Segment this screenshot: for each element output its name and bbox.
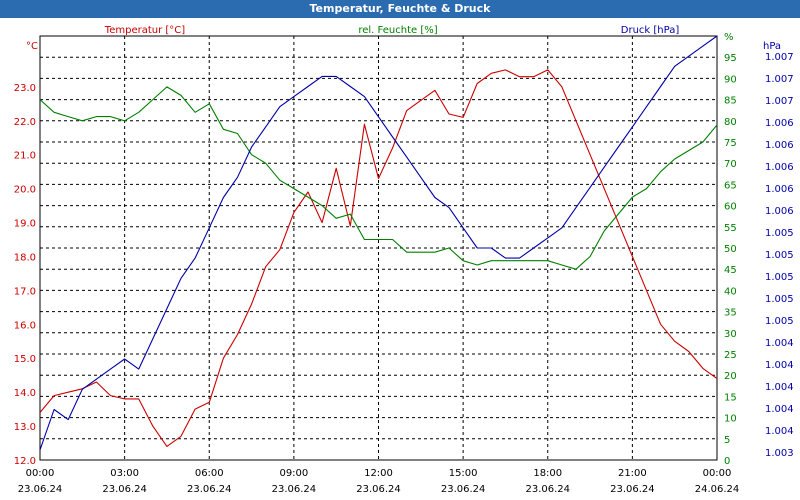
legend-humidity: rel. Feuchte [%] <box>358 25 437 36</box>
pressure-tick: 1.004 <box>765 382 794 393</box>
pressure-tick: 1.007 <box>765 52 794 63</box>
pressure-unit-label: hPa <box>763 41 781 52</box>
x-tick-date: 23.06.24 <box>272 484 317 495</box>
x-tick-date: 23.06.24 <box>610 484 655 495</box>
x-tick-date: 23.06.24 <box>441 484 486 495</box>
x-tick-time: 18:00 <box>533 468 562 479</box>
series-line-humidity <box>39 86 718 270</box>
humidity-tick: 15 <box>724 392 737 403</box>
humidity-tick: 25 <box>724 350 737 361</box>
legend-temperature: Temperatur [°C] <box>104 25 185 36</box>
humidity-tick: 40 <box>724 286 737 297</box>
humidity-tick: 90 <box>724 74 737 85</box>
chart-title: Temperatur, Feuchte & Druck <box>0 0 800 18</box>
series-line-temperature <box>39 69 718 447</box>
temperature-tick: 17.0 <box>14 286 36 297</box>
x-tick-date: 23.06.24 <box>187 484 232 495</box>
temperature-tick: 19.0 <box>14 219 36 230</box>
pressure-tick: 1.006 <box>765 206 794 217</box>
grid-layer <box>40 36 717 460</box>
humidity-tick: 55 <box>724 223 737 234</box>
x-tick-date: 23.06.24 <box>525 484 570 495</box>
pressure-tick: 1.004 <box>765 338 794 349</box>
x-tick-time: 00:00 <box>26 468 55 479</box>
pressure-tick: 1.007 <box>765 96 794 107</box>
series-line-pressure <box>39 35 718 451</box>
pressure-tick: 1.003 <box>765 448 794 459</box>
humidity-tick: 80 <box>724 117 737 128</box>
x-tick-time: 12:00 <box>364 468 393 479</box>
humidity-tick: 70 <box>724 159 737 170</box>
pressure-tick: 1.006 <box>765 118 794 129</box>
temperature-unit-label: °C <box>26 41 38 52</box>
pressure-tick: 1.005 <box>765 294 794 305</box>
temperature-tick: 18.0 <box>14 252 36 263</box>
pressure-tick: 1.007 <box>765 74 794 85</box>
pressure-tick: 1.006 <box>765 162 794 173</box>
pressure-tick: 1.006 <box>765 140 794 151</box>
pressure-tick: 1.005 <box>765 272 794 283</box>
plot-frame <box>39 35 718 461</box>
pressure-tick: 1.005 <box>765 228 794 239</box>
pressure-tick: 1.005 <box>765 250 794 261</box>
x-tick-time: 00:00 <box>703 468 732 479</box>
temperature-tick: 16.0 <box>14 320 36 331</box>
x-tick-date: 23.06.24 <box>356 484 401 495</box>
x-tick-date: 24.06.24 <box>695 484 740 495</box>
temperature-tick: 20.0 <box>14 185 36 196</box>
temperature-tick: 21.0 <box>14 151 36 162</box>
humidity-tick: 20 <box>724 371 737 382</box>
x-tick-date: 23.06.24 <box>18 484 63 495</box>
humidity-tick: 95 <box>724 53 737 64</box>
x-tick-time: 06:00 <box>195 468 224 479</box>
humidity-tick: % <box>724 32 734 43</box>
x-tick-time: 03:00 <box>110 468 139 479</box>
x-tick-time: 21:00 <box>618 468 647 479</box>
humidity-tick: 0 <box>724 456 730 467</box>
pressure-tick: 1.004 <box>765 404 794 415</box>
humidity-tick: 65 <box>724 180 737 191</box>
humidity-tick: 5 <box>724 435 730 446</box>
humidity-tick: 60 <box>724 202 737 213</box>
x-tick-time: 15:00 <box>449 468 478 479</box>
humidity-tick: 45 <box>724 265 737 276</box>
axis-layer: 00:00 23.06.24 03:00 23.06.24 06:00 23.06.24 0… <box>14 32 794 495</box>
temperature-tick: 15.0 <box>14 354 36 365</box>
temperature-tick: 23.0 <box>14 83 36 94</box>
pressure-tick: 1.004 <box>765 426 794 437</box>
humidity-tick: 50 <box>724 244 737 255</box>
x-tick-time: 09:00 <box>279 468 308 479</box>
temperature-tick: 14.0 <box>14 388 36 399</box>
temperature-tick: 13.0 <box>14 422 36 433</box>
pressure-tick: 1.006 <box>765 184 794 195</box>
series-layer <box>39 35 718 451</box>
humidity-tick: 75 <box>724 138 737 149</box>
humidity-tick: 10 <box>724 414 737 425</box>
humidity-tick: 85 <box>724 96 737 107</box>
humidity-tick: 30 <box>724 329 737 340</box>
x-tick-date: 23.06.24 <box>102 484 147 495</box>
temperature-tick: 12.0 <box>14 456 36 467</box>
temperature-tick: 22.0 <box>14 117 36 128</box>
pressure-tick: 1.004 <box>765 360 794 371</box>
pressure-tick: 1.005 <box>765 316 794 327</box>
legend-pressure: Druck [hPa] <box>621 25 680 36</box>
humidity-tick: 35 <box>724 308 737 319</box>
